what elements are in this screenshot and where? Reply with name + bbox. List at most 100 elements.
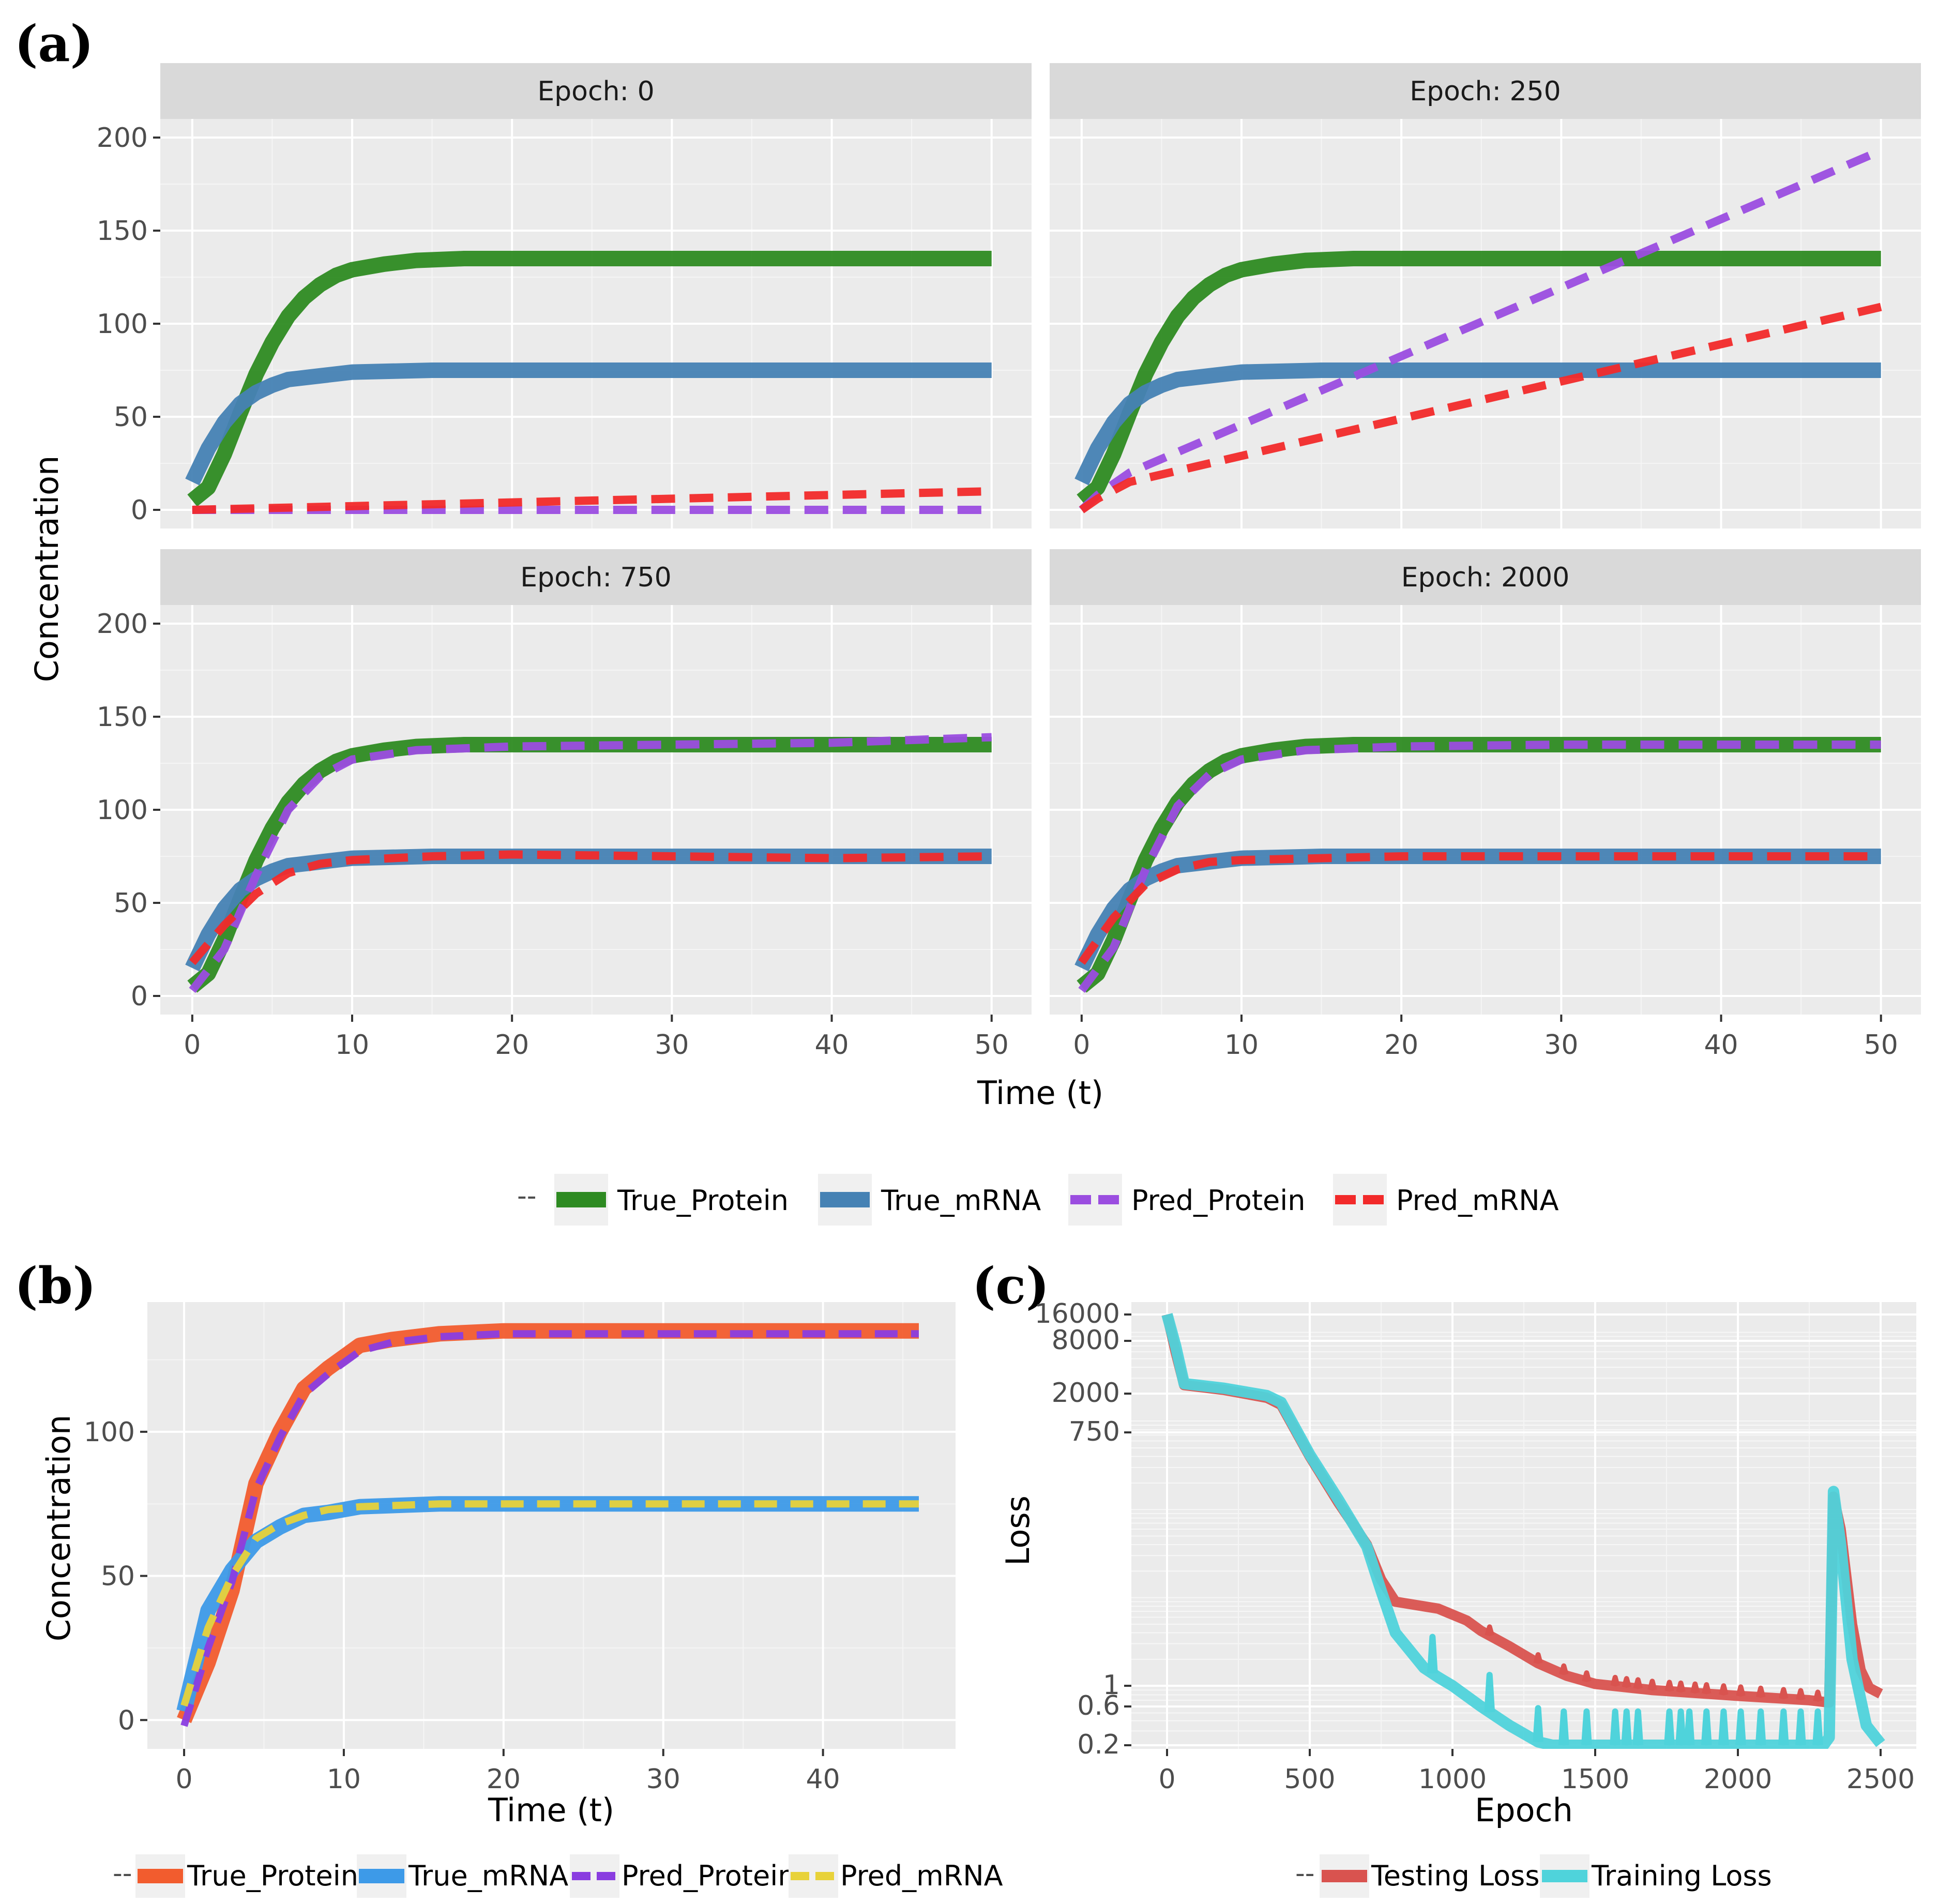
panel-label-c: (c) bbox=[972, 1257, 1049, 1315]
y-tick-label: 150 bbox=[97, 702, 148, 733]
y-tick-label: 50 bbox=[114, 402, 148, 433]
y-tick-label: 0.2 bbox=[1077, 1729, 1120, 1760]
x-tick-label: 30 bbox=[1544, 1030, 1578, 1061]
panel-label-a: (a) bbox=[14, 14, 94, 73]
y-tick-label: 100 bbox=[84, 1417, 135, 1448]
y-tick-label: 200 bbox=[97, 609, 148, 640]
y-tick-label: 100 bbox=[97, 795, 148, 826]
series-true-mrna bbox=[1074, 362, 1881, 486]
spike-training-loss bbox=[1735, 1708, 1746, 1746]
y-tick-label: 2000 bbox=[1052, 1378, 1120, 1409]
spike-testing-loss bbox=[1755, 1685, 1766, 1698]
spike-testing-loss bbox=[1796, 1688, 1806, 1701]
y-tick-label: 1 bbox=[1103, 1670, 1120, 1701]
legend-label: True_Protein bbox=[617, 1184, 789, 1217]
spike-testing-loss bbox=[1533, 1652, 1543, 1664]
legend: -- True_Protein True_mRNA Pred_Protein Pred_… bbox=[113, 1854, 1003, 1898]
series-true-mrna bbox=[1074, 849, 1881, 972]
series-pred-mrna bbox=[1079, 303, 1882, 513]
legend-label: Testing Loss bbox=[1371, 1860, 1539, 1892]
spike-training-loss bbox=[1701, 1708, 1712, 1746]
legend: -- True_Protein True_mRNA Pred_Protein Pred_… bbox=[517, 1174, 1559, 1226]
x-axis-title: Epoch bbox=[1475, 1791, 1573, 1829]
y-tick-label: 0 bbox=[131, 981, 148, 1012]
series-true-protein bbox=[1077, 251, 1881, 507]
spike-training-loss bbox=[1621, 1708, 1632, 1746]
y-tick-label: 100 bbox=[97, 309, 148, 340]
spike-training-loss bbox=[1610, 1708, 1621, 1746]
facet-strip bbox=[1050, 63, 1921, 119]
series-training-loss bbox=[1161, 1313, 1885, 1749]
spike-training-loss bbox=[1533, 1705, 1544, 1742]
spike-training-loss bbox=[1684, 1708, 1695, 1746]
y-tick-label: 50 bbox=[101, 1561, 135, 1592]
y-tick-label: 50 bbox=[114, 888, 148, 919]
facet-strip bbox=[160, 549, 1032, 605]
facet-strip-label: Epoch: 750 bbox=[520, 562, 672, 593]
panel-label-b: (b) bbox=[14, 1257, 96, 1315]
spike-testing-loss bbox=[1647, 1679, 1657, 1691]
spike-training-loss bbox=[1664, 1708, 1675, 1746]
legend: -- Testing Loss Training Loss bbox=[1295, 1854, 1772, 1898]
x-tick-label: 10 bbox=[335, 1030, 369, 1061]
x-tick-label: 50 bbox=[975, 1030, 1009, 1061]
x-tick-label: 1500 bbox=[1561, 1764, 1629, 1795]
spike-training-loss bbox=[1632, 1708, 1644, 1746]
x-tick-label: 0 bbox=[1073, 1030, 1090, 1061]
spike-training-loss bbox=[1581, 1708, 1592, 1746]
legend-dash: -- bbox=[113, 1858, 132, 1889]
x-tick-label: 10 bbox=[1224, 1030, 1259, 1061]
facet-lines bbox=[185, 251, 992, 514]
y-tick-label: 0.6 bbox=[1077, 1690, 1120, 1721]
x-tick-label: 0 bbox=[1158, 1764, 1175, 1795]
spike-testing-loss bbox=[1813, 1689, 1823, 1702]
y-axis-title: Concentration bbox=[28, 456, 66, 683]
legend-label: Pred_mRNA bbox=[1396, 1184, 1559, 1217]
y-tick-label: 8000 bbox=[1052, 1325, 1120, 1356]
legend-dash: -- bbox=[517, 1181, 537, 1212]
legend-label: Pred_mRNA bbox=[840, 1860, 1003, 1892]
y-tick-label: 150 bbox=[97, 216, 148, 247]
x-axis-title: Time (t) bbox=[488, 1791, 614, 1829]
series-pred-protein bbox=[189, 733, 992, 993]
x-tick-label: 10 bbox=[327, 1764, 361, 1795]
spike-testing-loss bbox=[1485, 1624, 1495, 1637]
chart-b: 0 50 100 0 10 20 30 40 Time (t) Concentration -- Tr… bbox=[40, 1302, 1003, 1898]
spike-testing-loss bbox=[1582, 1670, 1592, 1682]
series-pred-protein bbox=[180, 1330, 919, 1727]
legend-label: True_Protein bbox=[187, 1860, 358, 1892]
legend-label: Pred_Protein bbox=[1131, 1184, 1305, 1217]
series-pred-protein bbox=[1078, 741, 1881, 993]
spike-training-loss bbox=[1795, 1708, 1806, 1746]
series-true-protein bbox=[187, 251, 992, 507]
y-tick-label: 0 bbox=[131, 495, 148, 526]
x-tick-label: 50 bbox=[1864, 1030, 1898, 1061]
x-tick-label: 2500 bbox=[1846, 1764, 1915, 1795]
y-tick-label: 750 bbox=[1069, 1416, 1120, 1447]
y-axis-title: Loss bbox=[999, 1495, 1037, 1566]
spike-training-loss bbox=[1558, 1708, 1569, 1746]
series-pred-mrna bbox=[192, 487, 992, 514]
facet-panel: Epoch: 2000 0 10 20 30 40 50 bbox=[1050, 549, 1921, 1061]
x-tick-label: 30 bbox=[655, 1030, 689, 1061]
x-tick-label: 20 bbox=[487, 1764, 521, 1795]
spike-training-loss bbox=[1718, 1708, 1729, 1746]
facet-lines bbox=[1074, 146, 1883, 513]
facet-strip-label: Epoch: 0 bbox=[537, 76, 654, 107]
series-true-protein bbox=[177, 1323, 919, 1724]
series-pred-mrna bbox=[1078, 852, 1881, 965]
legend-dash: -- bbox=[1295, 1858, 1315, 1889]
spike-training-loss bbox=[1427, 1634, 1438, 1674]
x-tick-label: 40 bbox=[806, 1764, 840, 1795]
spike-testing-loss bbox=[1690, 1681, 1700, 1694]
x-tick-label: 30 bbox=[646, 1764, 680, 1795]
facet-strip bbox=[1050, 549, 1921, 605]
facet-strip-label: Epoch: 2000 bbox=[1401, 562, 1570, 593]
series-true-protein bbox=[187, 737, 992, 993]
y-axis-title: Concentration bbox=[40, 1415, 78, 1642]
x-tick-label: 2000 bbox=[1704, 1764, 1772, 1795]
spike-testing-loss bbox=[1779, 1687, 1789, 1700]
legend-label: True_mRNA bbox=[408, 1860, 568, 1892]
spike-training-loss bbox=[1812, 1708, 1823, 1746]
